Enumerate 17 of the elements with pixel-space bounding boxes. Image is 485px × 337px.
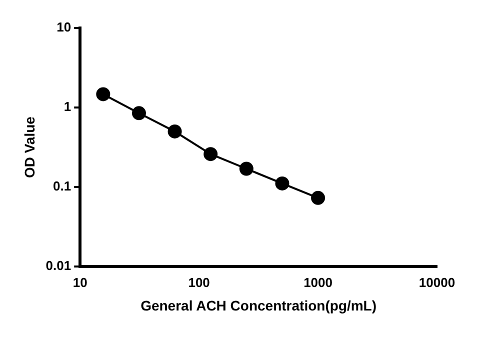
x-tick-label: 10: [72, 274, 88, 290]
point: [275, 176, 290, 190]
point: [132, 106, 146, 120]
x-axis-title: General ACH Concentration(pg/mL): [140, 297, 377, 314]
y-tick-label: 10: [56, 20, 72, 35]
y-tick-label: 0.01: [46, 258, 72, 274]
point: [168, 124, 182, 138]
x-tick-label: 100: [188, 274, 210, 290]
x-tick-label: 1000: [304, 274, 332, 290]
y-tick-label: 1: [64, 99, 72, 114]
point: [239, 162, 254, 176]
point: [96, 87, 110, 102]
y-tick-label: 0.1: [53, 178, 72, 194]
y-axis-title: OD Value: [21, 116, 38, 178]
point: [311, 190, 326, 205]
x-tick-label: 10000: [418, 274, 456, 290]
point: [204, 147, 218, 162]
